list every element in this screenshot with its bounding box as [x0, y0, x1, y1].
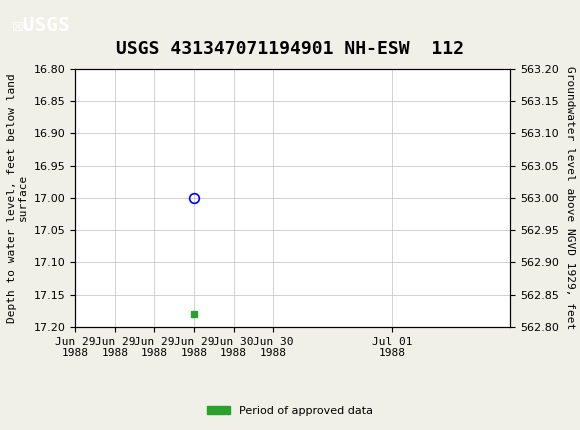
Text: USGS 431347071194901 NH-ESW  112: USGS 431347071194901 NH-ESW 112	[116, 40, 464, 58]
Text: ☒USGS: ☒USGS	[12, 16, 70, 35]
Y-axis label: Groundwater level above NGVD 1929, feet: Groundwater level above NGVD 1929, feet	[564, 66, 575, 329]
Y-axis label: Depth to water level, feet below land
surface: Depth to water level, feet below land su…	[6, 73, 28, 322]
Legend: Period of approved data: Period of approved data	[203, 401, 377, 420]
